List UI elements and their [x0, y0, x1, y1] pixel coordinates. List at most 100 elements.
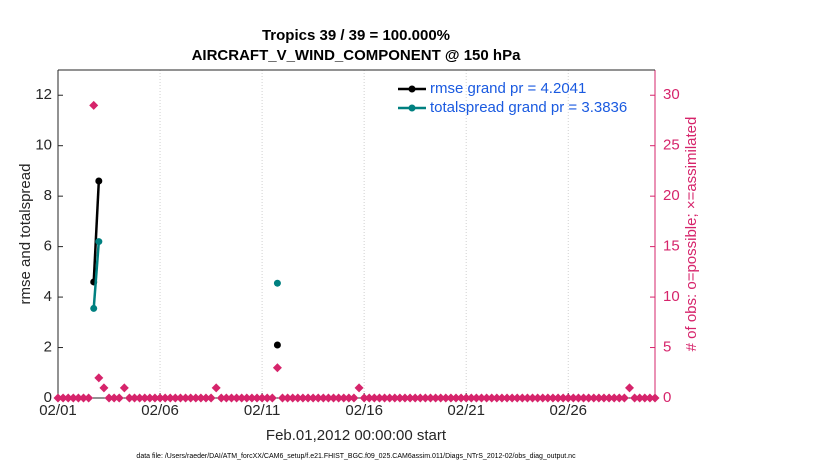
obs-count-marker [446, 393, 456, 403]
obs-count-marker [94, 373, 104, 383]
y2-axis-label: # of obs: o=possible; ×=assimilated [683, 117, 700, 352]
footnote: data file: /Users/raeder/DAI/ATM_forcXX/… [136, 453, 576, 460]
y2-tick-label: 30 [663, 86, 680, 103]
x-tick-label: 02/06 [141, 402, 179, 419]
obs-count-marker [165, 393, 175, 403]
obs-count-marker [594, 393, 604, 403]
obs-count-marker [477, 393, 487, 403]
chart-title: Tropics 39 / 39 = 100.000% [262, 27, 450, 44]
obs-count-marker [232, 393, 242, 403]
obs-count-marker [68, 393, 78, 403]
obs-count-marker [635, 393, 645, 403]
obs-count-marker [584, 393, 594, 403]
obs-count-marker [400, 393, 410, 403]
obs-count-marker [211, 383, 221, 393]
obs-count-marker [492, 393, 502, 403]
obs-count-marker [599, 393, 609, 403]
obs-count-marker [237, 393, 247, 403]
obs-count-marker [395, 393, 405, 403]
obs-count-marker [242, 393, 252, 403]
obs-count-marker [140, 393, 150, 403]
obs-count-marker [145, 393, 155, 403]
y2-tick-label: 5 [663, 339, 671, 356]
obs-count-marker [283, 393, 293, 403]
obs-count-marker [293, 393, 303, 403]
x-tick-label: 02/01 [39, 402, 77, 419]
obs-count-marker [267, 393, 277, 403]
obs-count-marker [344, 393, 354, 403]
y-tick-label: 0 [44, 389, 52, 406]
obs-count-marker [507, 393, 517, 403]
series-line [92, 241, 101, 309]
obs-count-marker [630, 393, 640, 403]
obs-count-marker [374, 393, 384, 403]
obs-count-marker [181, 393, 191, 403]
obs-count-marker [482, 393, 492, 403]
obs-count-marker [89, 100, 99, 110]
obs-count-marker [114, 393, 124, 403]
obs-count-marker [252, 393, 262, 403]
plot-area [58, 70, 655, 398]
obs-count-marker [155, 393, 165, 403]
obs-count-marker [334, 393, 344, 403]
obs-count-marker [160, 393, 170, 403]
x-tick-label: 02/11 [244, 402, 280, 419]
obs-count-marker [349, 393, 359, 403]
obs-count-marker [364, 393, 374, 403]
legend-label: totalspread grand pr = 3.3836 [430, 99, 627, 116]
obs-count-marker [466, 393, 476, 403]
y2-tick-label: 0 [663, 389, 671, 406]
obs-count-marker [130, 393, 140, 403]
x-tick-label: 02/26 [549, 402, 587, 419]
obs-count-marker [262, 393, 272, 403]
obs-count-marker [604, 393, 614, 403]
obs-count-marker [369, 393, 379, 403]
obs-count-marker [339, 393, 349, 403]
obs-count-marker [109, 393, 119, 403]
obs-count-marker [278, 393, 288, 403]
obs-count-marker [124, 393, 134, 403]
obs-count-marker [579, 393, 589, 403]
obs-count-marker [522, 393, 532, 403]
obs-count-marker [538, 393, 548, 403]
obs-count-marker [645, 393, 655, 403]
obs-count-marker [451, 393, 461, 403]
obs-count-marker [640, 393, 650, 403]
obs-count-marker [354, 383, 364, 393]
obs-count-marker [558, 393, 568, 403]
obs-count-marker [272, 363, 282, 373]
point [95, 238, 103, 246]
obs-count-marker [614, 393, 624, 403]
obs-count-marker [441, 393, 451, 403]
legend-marker [408, 85, 416, 93]
obs-count-marker [425, 393, 435, 403]
obs-count-marker [624, 383, 634, 393]
obs-count-marker [471, 393, 481, 403]
point [273, 279, 281, 287]
obs-count-marker [573, 393, 583, 403]
obs-count-marker [119, 383, 129, 393]
obs-count-marker [548, 393, 558, 403]
obs-count-marker [390, 393, 400, 403]
legend-marker [408, 104, 416, 112]
series-line [92, 180, 101, 283]
obs-count-marker [517, 393, 527, 403]
y-tick-label: 12 [35, 86, 52, 103]
obs-count-marker [563, 393, 573, 403]
obs-count-marker [609, 393, 619, 403]
obs-count-marker [247, 393, 257, 403]
obs-count-marker [456, 393, 466, 403]
y2-tick-label: 10 [663, 288, 680, 305]
point [95, 177, 103, 185]
obs-count-marker [186, 393, 196, 403]
y-tick-label: 4 [44, 288, 52, 305]
obs-count-marker [206, 393, 216, 403]
obs-count-marker [410, 393, 420, 403]
obs-count-marker [73, 393, 83, 403]
obs-count-marker [528, 393, 538, 403]
obs-count-marker [436, 393, 446, 403]
obs-count-marker [303, 393, 313, 403]
obs-count-marker [221, 393, 231, 403]
obs-count-marker [461, 393, 471, 403]
